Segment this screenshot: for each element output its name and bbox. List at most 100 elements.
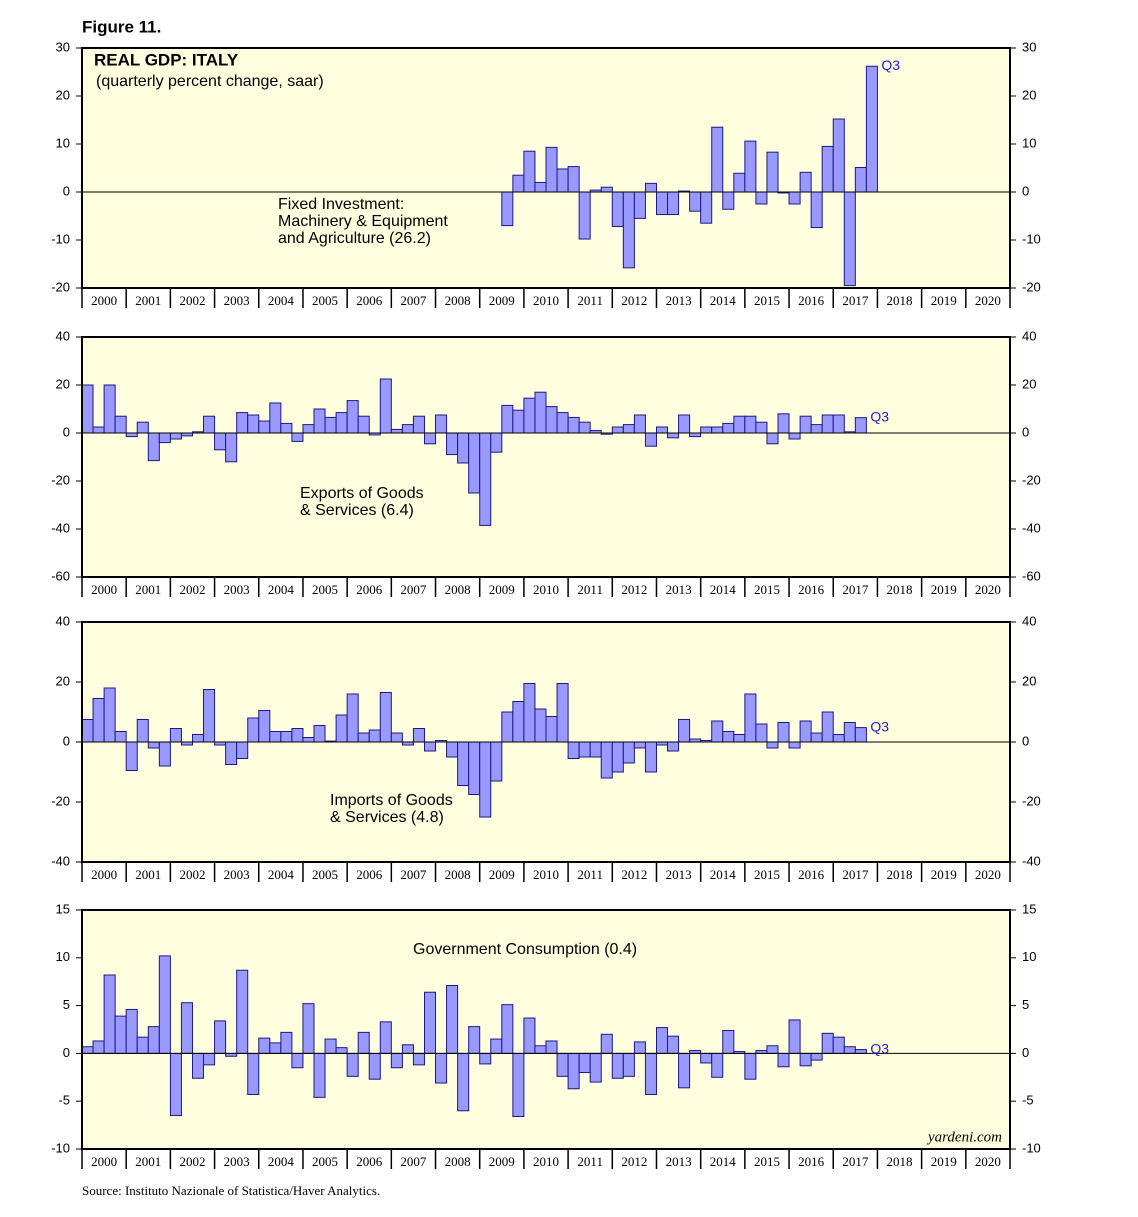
x-tick-label: 2013 xyxy=(666,867,692,882)
x-tick-label: 2009 xyxy=(489,1154,515,1169)
x-tick-label: 2004 xyxy=(268,1154,295,1169)
bar xyxy=(810,191,823,229)
y2-tick-label: 40 xyxy=(1022,328,1036,343)
x-tick-label: 2015 xyxy=(754,582,780,597)
bar xyxy=(280,731,293,743)
annotation: Machinery & Equipment xyxy=(278,213,448,230)
y2-tick-label: 20 xyxy=(1022,673,1036,688)
bar xyxy=(225,432,238,463)
bar xyxy=(788,741,801,749)
bar xyxy=(722,422,735,434)
annotation: Imports of Goods xyxy=(330,792,453,809)
x-tick-label: 2003 xyxy=(224,1154,250,1169)
bar xyxy=(633,414,646,434)
bar xyxy=(368,729,381,743)
bar xyxy=(214,1020,227,1054)
bar xyxy=(600,186,613,193)
bar xyxy=(799,720,812,743)
x-tick-label: 2019 xyxy=(931,293,957,308)
bar xyxy=(324,1038,337,1054)
bar xyxy=(324,416,337,434)
bar xyxy=(302,1003,315,1054)
x-tick-label: 2017 xyxy=(842,1154,869,1169)
x-tick-label: 2005 xyxy=(312,293,338,308)
y-tick-label: 10 xyxy=(56,135,70,150)
bar xyxy=(147,741,160,749)
y2-tick-label: -40 xyxy=(1022,853,1041,868)
bar xyxy=(357,1031,370,1054)
x-tick-label: 2020 xyxy=(975,1154,1001,1169)
x-tick-label: 2016 xyxy=(798,867,825,882)
bar xyxy=(600,1033,613,1054)
bar xyxy=(490,432,503,453)
bar xyxy=(379,1021,392,1054)
y-tick-label: 40 xyxy=(56,328,70,343)
bar xyxy=(158,741,171,767)
panel: -10 -10 -5 -5 0 0 5 5 10 10 15 15 2000 2001 2002 2003 20… xyxy=(51,901,1041,1169)
bar xyxy=(722,191,735,210)
x-tick-label: 2019 xyxy=(931,867,957,882)
x-tick-label: 2002 xyxy=(179,293,205,308)
bar xyxy=(567,416,580,434)
bar xyxy=(733,734,746,743)
bar xyxy=(203,1052,216,1066)
bar xyxy=(302,737,315,743)
bar xyxy=(225,741,238,765)
bar xyxy=(92,426,105,434)
y2-tick-label: -10 xyxy=(1022,1140,1041,1155)
y2-tick-label: -20 xyxy=(1022,279,1041,294)
bar xyxy=(313,1052,326,1098)
y2-tick-label: 20 xyxy=(1022,87,1036,102)
y2-tick-label: 20 xyxy=(1022,376,1036,391)
bar xyxy=(578,741,591,758)
bar xyxy=(247,414,260,434)
bar xyxy=(667,1035,680,1054)
bar xyxy=(512,701,525,743)
bar xyxy=(788,191,801,205)
bar xyxy=(390,1052,403,1069)
bar xyxy=(423,741,437,752)
bar xyxy=(622,424,635,434)
bar xyxy=(446,432,459,456)
x-tick-label: 2016 xyxy=(798,1154,825,1169)
x-tick-label: 2000 xyxy=(91,1154,117,1169)
bar xyxy=(821,711,834,743)
bar xyxy=(335,714,348,743)
bar xyxy=(390,428,403,434)
annotation: and Agriculture (26.2) xyxy=(278,230,431,247)
bar xyxy=(291,728,304,743)
bar xyxy=(258,710,271,743)
bar xyxy=(534,708,547,743)
y2-tick-label: -10 xyxy=(1022,231,1041,246)
x-tick-label: 2006 xyxy=(356,582,383,597)
watermark: yardeni.com xyxy=(926,1129,1002,1145)
bar xyxy=(125,432,138,438)
bar xyxy=(655,191,669,216)
y-tick-label: -5 xyxy=(58,1093,70,1108)
x-tick-label: 2012 xyxy=(621,1154,647,1169)
bar xyxy=(854,417,867,434)
bar xyxy=(446,985,459,1054)
bar xyxy=(832,414,845,434)
bar xyxy=(611,1052,624,1079)
bar xyxy=(567,741,580,759)
bar xyxy=(346,400,359,434)
bar xyxy=(578,191,591,240)
bar xyxy=(722,731,735,743)
y2-tick-label: 5 xyxy=(1022,997,1029,1012)
bar xyxy=(722,1029,735,1054)
figure-label: Figure 11. xyxy=(82,17,161,36)
bar xyxy=(733,415,746,434)
bar xyxy=(169,432,182,440)
x-tick-label: 2002 xyxy=(179,867,205,882)
bar xyxy=(346,693,359,743)
bar xyxy=(689,191,702,212)
bar xyxy=(711,426,724,434)
bar xyxy=(457,1052,470,1112)
bar xyxy=(490,741,503,782)
bar xyxy=(379,692,392,743)
bar xyxy=(644,182,657,193)
x-tick-label: 2012 xyxy=(621,582,647,597)
bar xyxy=(523,397,536,434)
